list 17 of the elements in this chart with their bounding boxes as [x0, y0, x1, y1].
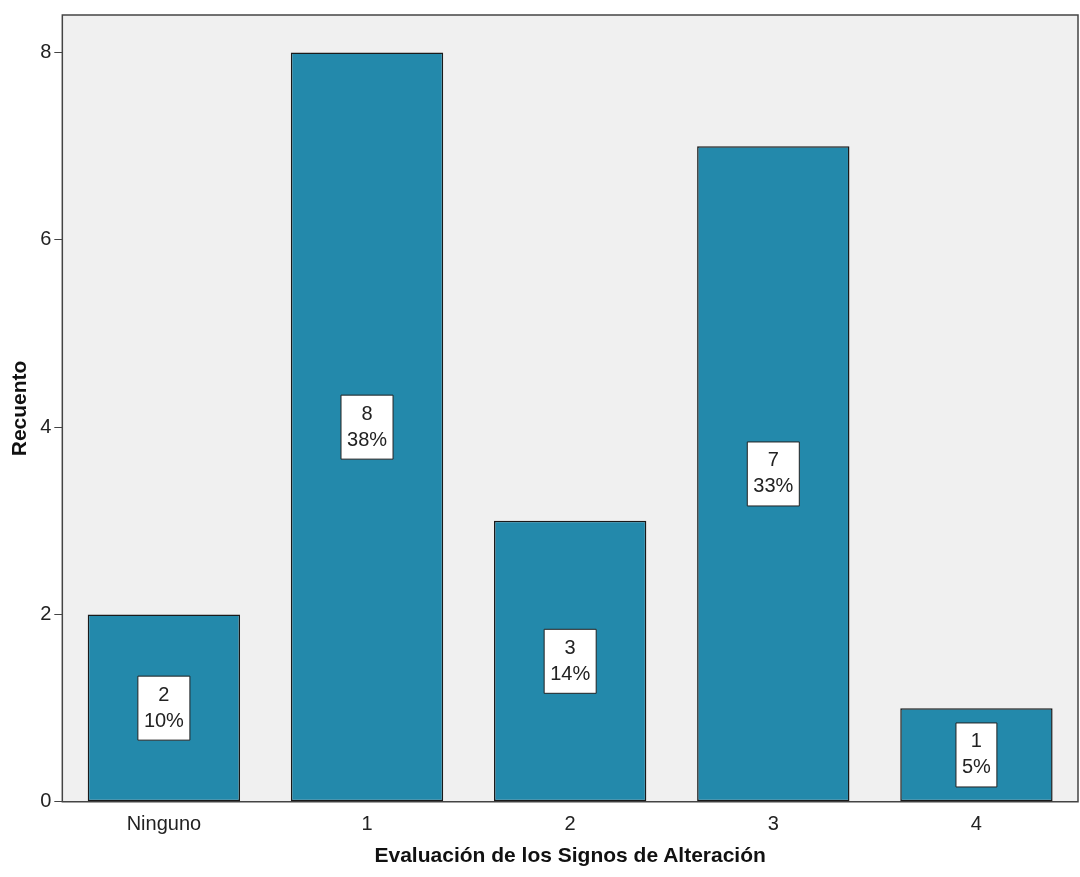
data-label: 2 10% — [143, 682, 185, 731]
y-tick-label: 0 — [40, 789, 52, 812]
data-label: 3 14% — [550, 635, 591, 684]
x-tick-label: Ninguno — [126, 812, 202, 835]
data-label: 1 5% — [961, 729, 992, 778]
data-label: 8 38% — [347, 401, 388, 450]
x-tick-label: 4 — [970, 812, 982, 835]
y-tick-label: 8 — [40, 39, 52, 62]
x-tick-label: 1 — [361, 812, 373, 835]
y-axis-title: Recuento — [7, 360, 31, 457]
x-tick-label: 2 — [564, 812, 576, 835]
y-tick-label: 4 — [40, 414, 52, 437]
x-tick-label: 3 — [767, 812, 779, 835]
x-axis-title: Evaluación de los Signos de Alteración — [374, 843, 766, 867]
data-label: 7 33% — [753, 448, 794, 497]
y-tick-label: 6 — [40, 227, 52, 250]
y-tick-label: 2 — [40, 601, 52, 624]
